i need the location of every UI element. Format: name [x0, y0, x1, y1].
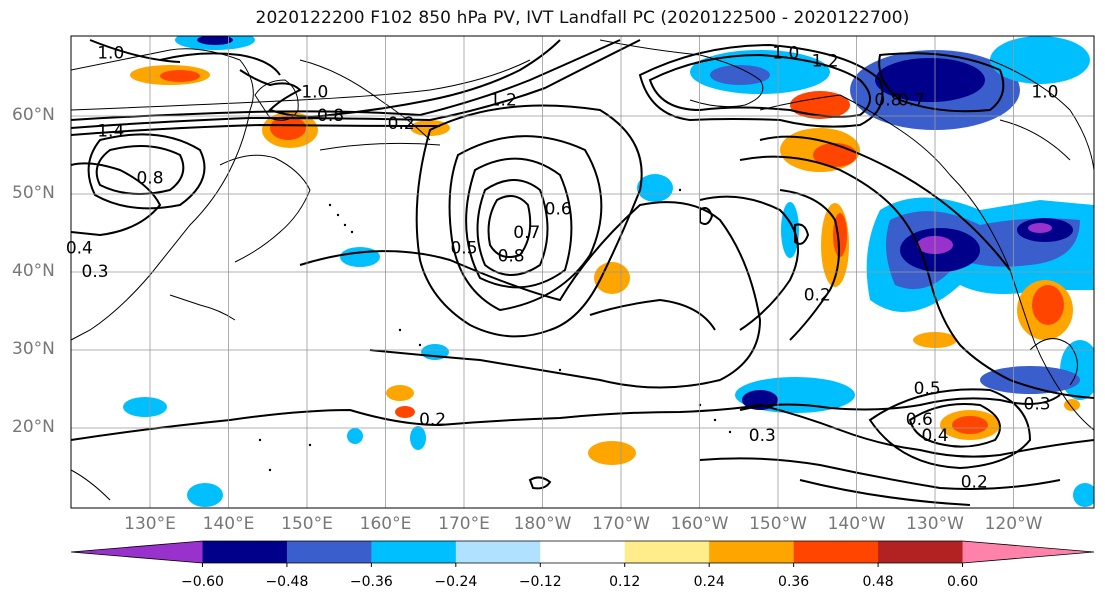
longitude-label: 180°W — [513, 514, 572, 534]
colorbar-swatch — [455, 541, 541, 563]
colorbar-swatch — [709, 541, 795, 563]
contour-label: 0.8 — [317, 106, 344, 126]
longitude-label: 120°W — [984, 514, 1043, 534]
ivt-contours — [71, 39, 1094, 506]
contour-label: 0.8 — [498, 246, 525, 266]
contour-label: 1.4 — [97, 122, 124, 142]
longitude-label: 160°W — [670, 514, 729, 534]
coastlines — [71, 39, 1094, 501]
contour-label: 1.0 — [772, 44, 799, 64]
longitude-label: 170°W — [592, 514, 650, 534]
graticule — [71, 36, 1094, 508]
longitude-label: 130°W — [906, 514, 964, 534]
contour-label: 1.2 — [490, 90, 517, 110]
contour-label: 0.3 — [749, 426, 776, 446]
colorbar-tick-label: 0.12 — [609, 574, 641, 590]
longitude-label: 170°E — [438, 514, 490, 534]
contour-labels: 1.01.40.81.00.8 0.21.20.5 0.80.70.61.0 1.20… — [66, 44, 1059, 493]
island-dots — [258, 188, 732, 472]
colorbar-swatch — [71, 541, 203, 563]
colorbar-swatch — [878, 541, 964, 563]
contour-label: 0.3 — [82, 262, 109, 282]
longitude-label: 140°E — [202, 514, 255, 534]
longitude-label: 130°E — [124, 514, 176, 534]
figure-title: 2020122200 F102 850 hPa PV, IVT Landfall… — [255, 8, 910, 28]
contour-label: 0.2 — [419, 410, 446, 430]
contour-label: 0.5 — [914, 379, 941, 399]
contour-label: 0.2 — [961, 473, 988, 493]
latitude-label: 50°N — [12, 183, 55, 203]
colorbar-swatch — [286, 541, 372, 563]
ivt-contours-thin — [71, 59, 1094, 386]
colorbar-swatch — [540, 541, 626, 563]
latitude-label: 20°N — [12, 417, 55, 437]
colorbar-tick-label: −0.48 — [265, 574, 309, 590]
colorbar-tick-label: −0.36 — [349, 574, 393, 590]
contour-label: 0.3 — [1024, 395, 1051, 415]
colorbar-tick-label: 0.24 — [693, 574, 725, 590]
colorbar-swatch — [962, 541, 1094, 563]
map-frame — [70, 35, 1095, 509]
colorbar — [70, 540, 1095, 567]
longitude-label: 150°W — [749, 514, 807, 534]
contour-label: 0.6 — [906, 410, 933, 430]
contour-label: 0.4 — [921, 426, 948, 446]
contour-label: 0.7 — [898, 90, 925, 110]
contour-label: 1.0 — [301, 83, 328, 103]
anomaly-shading — [123, 36, 1094, 507]
latitude-label: 40°N — [12, 261, 55, 281]
latitude-label: 30°N — [12, 339, 55, 359]
contour-label: 0.6 — [545, 200, 572, 220]
colorbar-tick-label: −0.60 — [181, 574, 224, 590]
contour-label: 0.7 — [513, 223, 540, 243]
contour-label: 1.2 — [812, 51, 839, 71]
latitude-label: 60°N — [12, 105, 55, 125]
colorbar-swatch — [793, 541, 879, 563]
colorbar-swatch — [624, 541, 710, 563]
contour-label: 0.2 — [804, 285, 831, 305]
contour-label: 0.5 — [450, 239, 477, 259]
colorbar-tick-label: −0.24 — [434, 574, 478, 590]
contour-label: 0.2 — [388, 114, 415, 134]
longitude-label: 150°E — [281, 514, 333, 534]
longitude-label: 160°E — [359, 514, 412, 534]
contour-label: 1.0 — [1031, 83, 1058, 103]
colorbar-swatch — [202, 541, 288, 563]
colorbar-tick-label: 0.48 — [862, 574, 894, 590]
longitude-label: 140°W — [827, 514, 886, 534]
contour-label: 0.8 — [874, 90, 901, 110]
contour-label: 1.0 — [97, 44, 124, 64]
colorbar-tick-label: 0.60 — [946, 574, 979, 590]
colorbar-tick-label: 0.36 — [778, 574, 810, 590]
colorbar-tick-label: −0.12 — [518, 574, 562, 590]
contour-label: 0.4 — [66, 239, 93, 259]
colorbar-swatch — [371, 541, 457, 563]
contour-label: 0.8 — [136, 168, 163, 188]
